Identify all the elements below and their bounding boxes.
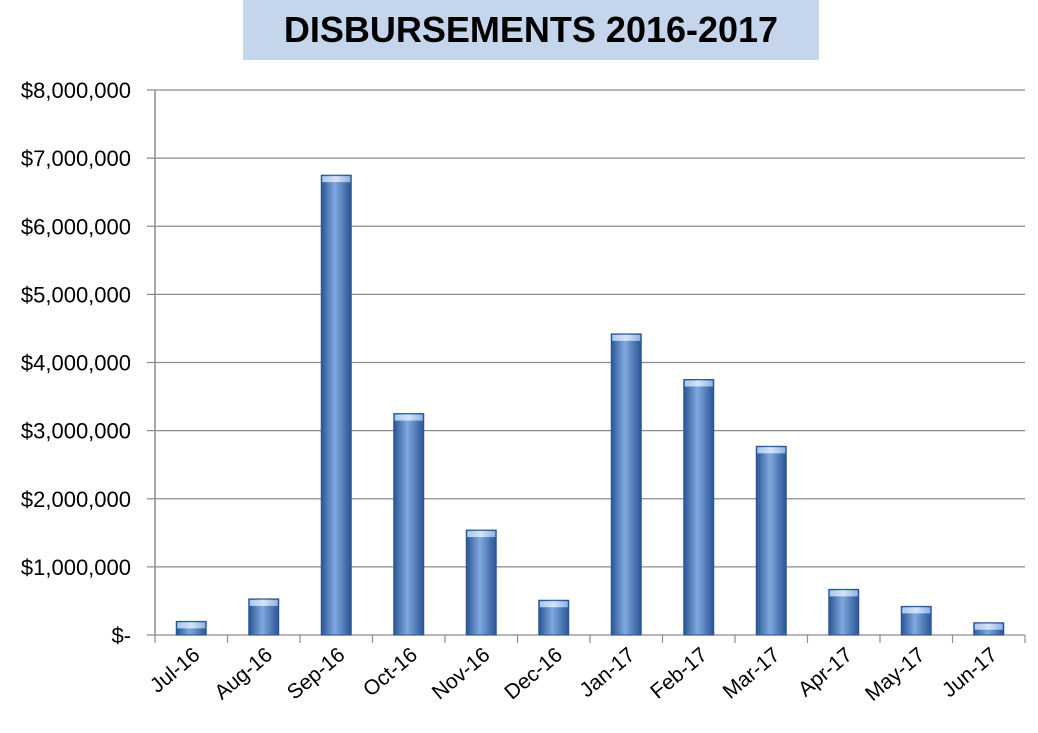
bar <box>755 445 787 636</box>
bar-jun-17 <box>973 622 1005 636</box>
bar-top-highlight <box>612 334 641 341</box>
bar <box>828 588 860 636</box>
bar-dec-16 <box>538 599 570 636</box>
bar-top-highlight <box>902 607 931 614</box>
bar <box>320 174 352 636</box>
y-tick-label: $1,000,000 <box>21 555 131 580</box>
y-tick-label: $7,000,000 <box>21 146 131 171</box>
chart-title: DISBURSEMENTS 2016-2017 <box>284 9 778 50</box>
y-tick-label: $2,000,000 <box>21 487 131 512</box>
x-tick-label: Mar-17 <box>719 643 785 703</box>
bars <box>175 174 1005 636</box>
bar-jul-16 <box>175 620 207 636</box>
bar-feb-17 <box>683 379 715 636</box>
x-tick-label: May-17 <box>861 643 929 706</box>
axes <box>154 90 1026 643</box>
x-tick-label: Nov-16 <box>428 643 495 704</box>
x-axis-tick-labels: Jul-16 Aug-16 Sep-16 Oct-16 Nov-16 Dec-16 Jan-… <box>146 643 1002 706</box>
bar-jan-17 <box>610 333 642 636</box>
bar-top-highlight <box>394 414 423 421</box>
x-tick-label: Oct-16 <box>359 643 422 701</box>
bar-aug-16 <box>248 598 280 636</box>
bar-top-highlight <box>249 599 278 606</box>
bar-top-highlight <box>177 622 206 629</box>
x-tick-label: Sep-16 <box>283 643 350 704</box>
bar-top-highlight <box>467 531 496 538</box>
x-tick-label: Feb-17 <box>646 643 712 703</box>
bar-may-17 <box>900 605 932 636</box>
bar-top-highlight <box>757 447 786 454</box>
x-tick-label: Jul-16 <box>146 643 205 697</box>
bar-oct-16 <box>393 413 425 636</box>
x-tick-label: Jan-17 <box>575 643 639 702</box>
bar <box>683 379 715 636</box>
bar-top-highlight <box>974 623 1003 630</box>
bar <box>393 413 425 636</box>
bar <box>465 529 497 636</box>
y-tick-label: $5,000,000 <box>21 282 131 307</box>
x-tick-label: Jun-17 <box>938 643 1002 702</box>
y-tick-label: $6,000,000 <box>21 214 131 239</box>
x-tick-label: Apr-17 <box>794 643 857 701</box>
bar-top-highlight <box>684 380 713 387</box>
y-tick-label: $4,000,000 <box>21 351 131 376</box>
bar-top-highlight <box>539 601 568 608</box>
bar-mar-17 <box>755 445 787 636</box>
bar-apr-17 <box>828 588 860 636</box>
bar-nov-16 <box>465 529 497 636</box>
bar-top-highlight <box>322 176 351 183</box>
x-tick-label: Aug-16 <box>210 643 277 704</box>
gridlines <box>147 89 1025 636</box>
chart-title-background <box>243 0 819 60</box>
bar <box>610 333 642 636</box>
x-tick-label: Dec-16 <box>500 643 567 704</box>
bar-top-highlight <box>829 590 858 597</box>
y-tick-label: $3,000,000 <box>21 419 131 444</box>
y-tick-label: $- <box>111 623 131 648</box>
y-tick-label: $8,000,000 <box>21 78 131 103</box>
y-axis-tick-labels: $- $1,000,000 $2,000,000 $3,000,000 $4,000,0… <box>21 78 131 648</box>
bar-sep-16 <box>320 174 352 636</box>
